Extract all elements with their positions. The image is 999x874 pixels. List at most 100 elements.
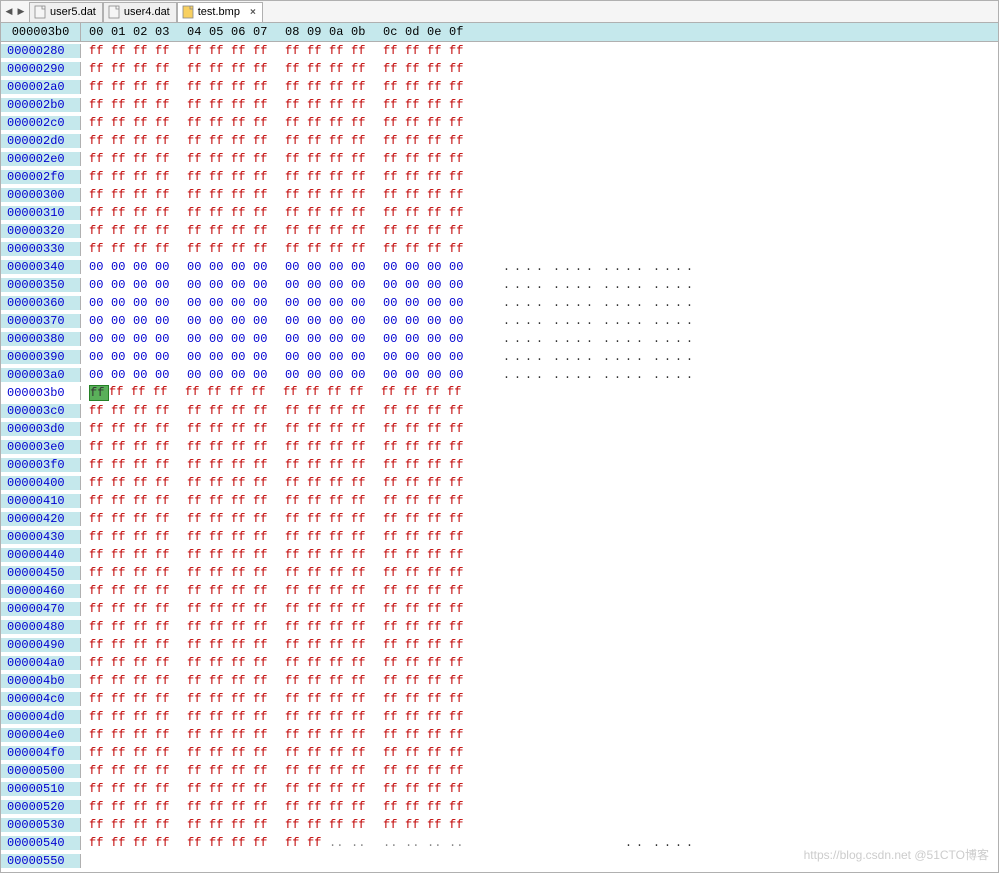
ascii-byte[interactable]: . [551,332,562,346]
hex-byte[interactable]: ff [155,620,177,634]
hex-byte[interactable]: 00 [155,296,177,310]
ascii-byte[interactable]: . [634,836,645,850]
hex-byte[interactable]: ff [231,548,253,562]
hex-byte[interactable]: ff [285,206,307,220]
hex-byte[interactable]: ff [253,242,275,256]
hex-byte[interactable]: ff [133,476,155,490]
hex-byte[interactable]: ff [187,548,209,562]
hex-byte[interactable]: .. [405,836,427,850]
hex-byte[interactable]: ff [307,566,329,580]
ascii-byte[interactable]: . [673,368,684,382]
hex-byte[interactable]: ff [111,620,133,634]
hex-byte[interactable]: ff [427,512,449,526]
hex-byte[interactable]: ff [155,494,177,508]
hex-byte[interactable]: ff [187,530,209,544]
hex-byte[interactable]: ff [285,530,307,544]
hex-byte[interactable]: ff [89,116,111,130]
hex-byte[interactable]: 00 [133,350,155,364]
row-offset[interactable]: 000004a0 [1,656,81,670]
hex-byte[interactable]: ff [187,458,209,472]
hex-byte[interactable]: ff [155,710,177,724]
hex-byte[interactable]: ff [405,152,427,166]
hex-byte[interactable]: 00 [285,296,307,310]
ascii-byte[interactable]: . [662,278,673,292]
hex-byte[interactable]: ff [155,530,177,544]
hex-byte[interactable]: ff [329,674,351,688]
hex-byte[interactable]: ff [231,638,253,652]
hex-byte[interactable]: 00 [285,314,307,328]
ascii-byte[interactable]: . [501,278,512,292]
hex-byte[interactable]: ff [155,818,177,832]
hex-byte[interactable]: ff [253,602,275,616]
hex-byte[interactable]: ff [209,674,231,688]
hex-byte[interactable]: ff [383,422,405,436]
hex-byte[interactable]: 00 [155,368,177,382]
hex-byte[interactable]: ff [405,692,427,706]
ascii-byte[interactable]: . [662,260,673,274]
hex-byte[interactable]: 00 [449,332,471,346]
hex-byte[interactable]: ff [155,782,177,796]
hex-byte[interactable]: 00 [133,368,155,382]
hex-byte[interactable]: ff [89,728,111,742]
hex-byte[interactable]: ff [307,206,329,220]
hex-byte[interactable]: ff [89,404,111,418]
hex-byte[interactable]: ff [133,206,155,220]
hex-byte[interactable]: 00 [427,314,449,328]
hex-byte[interactable]: ff [329,422,351,436]
hex-byte[interactable]: ff [449,62,471,76]
hex-byte[interactable]: 00 [307,296,329,310]
hex-byte[interactable]: ff [231,800,253,814]
ascii-byte[interactable]: . [684,368,695,382]
hex-byte[interactable]: ff [133,242,155,256]
ascii-byte[interactable]: . [523,350,534,364]
hex-byte[interactable]: ff [383,566,405,580]
hex-byte[interactable]: ff [209,710,231,724]
hex-byte[interactable]: ff [405,116,427,130]
hex-byte[interactable]: 00 [307,260,329,274]
hex-byte[interactable]: ff [89,656,111,670]
ascii-byte[interactable]: . [684,278,695,292]
hex-byte[interactable]: ff [449,638,471,652]
hex-byte[interactable]: ff [449,566,471,580]
hex-byte[interactable]: 00 [405,260,427,274]
close-icon[interactable]: × [250,7,256,18]
hex-byte[interactable]: ff [187,674,209,688]
hex-byte[interactable]: ff [351,746,373,760]
hex-byte[interactable]: ff [405,782,427,796]
row-offset[interactable]: 000004f0 [1,746,81,760]
hex-byte[interactable]: ff [231,620,253,634]
ascii-byte[interactable]: . [551,350,562,364]
hex-byte[interactable]: ff [155,566,177,580]
ascii-byte[interactable]: . [534,350,545,364]
hex-byte[interactable]: ff [187,440,209,454]
hex-byte[interactable]: 00 [253,296,275,310]
hex-byte[interactable]: ff [89,476,111,490]
hex-byte[interactable]: ff [133,638,155,652]
row-offset[interactable]: 00000330 [1,242,81,256]
ascii-byte[interactable]: . [673,278,684,292]
hex-byte[interactable]: ff [133,800,155,814]
hex-byte[interactable]: ff [89,818,111,832]
hex-byte[interactable]: 00 [405,332,427,346]
hex-byte[interactable]: ff [349,385,371,401]
hex-byte[interactable]: ff [405,80,427,94]
hex-byte[interactable]: ff [253,116,275,130]
row-offset[interactable]: 000002a0 [1,80,81,94]
hex-byte[interactable]: 00 [155,314,177,328]
hex-byte[interactable]: ff [187,476,209,490]
hex-byte[interactable]: 00 [209,296,231,310]
ascii-byte[interactable]: . [612,314,623,328]
hex-byte[interactable]: ff [253,764,275,778]
hex-byte[interactable]: ff [285,638,307,652]
hex-byte[interactable]: ff [209,44,231,58]
hex-byte[interactable]: ff [285,422,307,436]
hex-byte[interactable]: 00 [209,368,231,382]
hex-byte[interactable]: ff [405,134,427,148]
hex-byte[interactable]: ff [329,440,351,454]
ascii-byte[interactable] [601,836,612,850]
hex-byte[interactable]: ff [133,188,155,202]
ascii-byte[interactable]: . [684,350,695,364]
hex-byte[interactable]: ff [405,656,427,670]
hex-byte[interactable]: .. [351,836,373,850]
ascii-byte[interactable]: . [534,332,545,346]
